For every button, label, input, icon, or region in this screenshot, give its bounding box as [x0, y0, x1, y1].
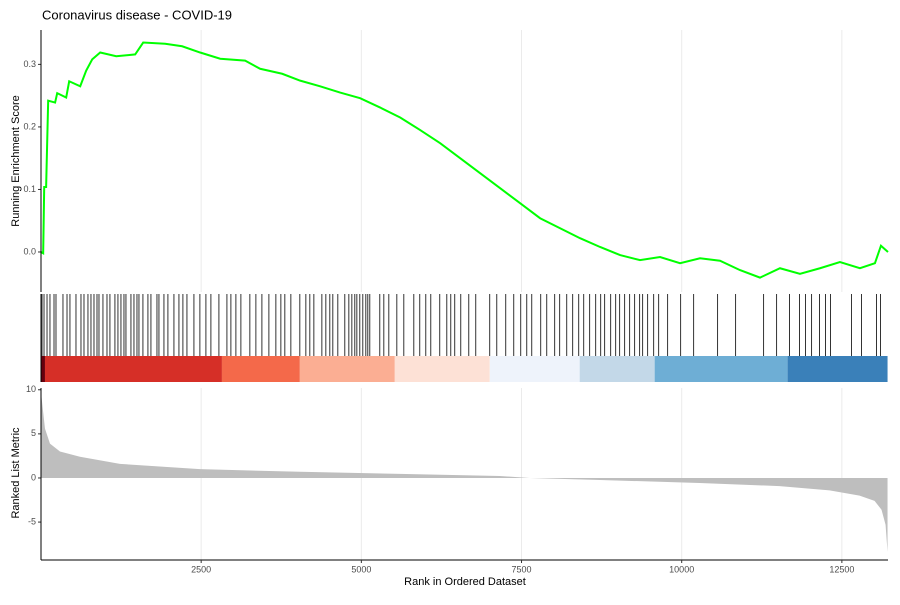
x-tick-label: 10000: [669, 564, 694, 574]
rank-band: [394, 356, 490, 382]
rank-band: [221, 356, 300, 382]
y-tick-label: -5: [28, 516, 36, 526]
x-tick-label: 5000: [351, 564, 371, 574]
rank-band: [44, 356, 222, 382]
enrichment-line: [40, 41, 889, 279]
metric-area: [41, 392, 888, 553]
x-tick-label: 2500: [191, 564, 211, 574]
x-tick-label: 12500: [829, 564, 854, 574]
y-axis-label: Running Enrichment Score: [10, 95, 22, 226]
y-axis-label: Ranked List Metric: [10, 427, 22, 519]
rank-band: [299, 356, 395, 382]
rank-band: [787, 356, 888, 382]
rank-band: [654, 356, 788, 382]
rank-band: [579, 356, 655, 382]
y-tick-label: 10: [26, 384, 36, 394]
rank-band: [489, 356, 580, 382]
y-tick-label: 0.0: [23, 246, 36, 256]
x-tick-label: 7500: [512, 564, 532, 574]
y-tick-label: 5: [31, 428, 36, 438]
x-axis-label: Rank in Ordered Dataset: [404, 576, 526, 588]
y-tick-label: 0: [31, 472, 36, 482]
chart-title: Coronavirus disease - COVID-19: [42, 7, 232, 22]
y-tick-label: 0.3: [23, 59, 36, 69]
rank-band: [41, 356, 45, 382]
y-tick-label: 0.2: [23, 121, 36, 131]
y-tick-label: 0.1: [23, 184, 36, 194]
